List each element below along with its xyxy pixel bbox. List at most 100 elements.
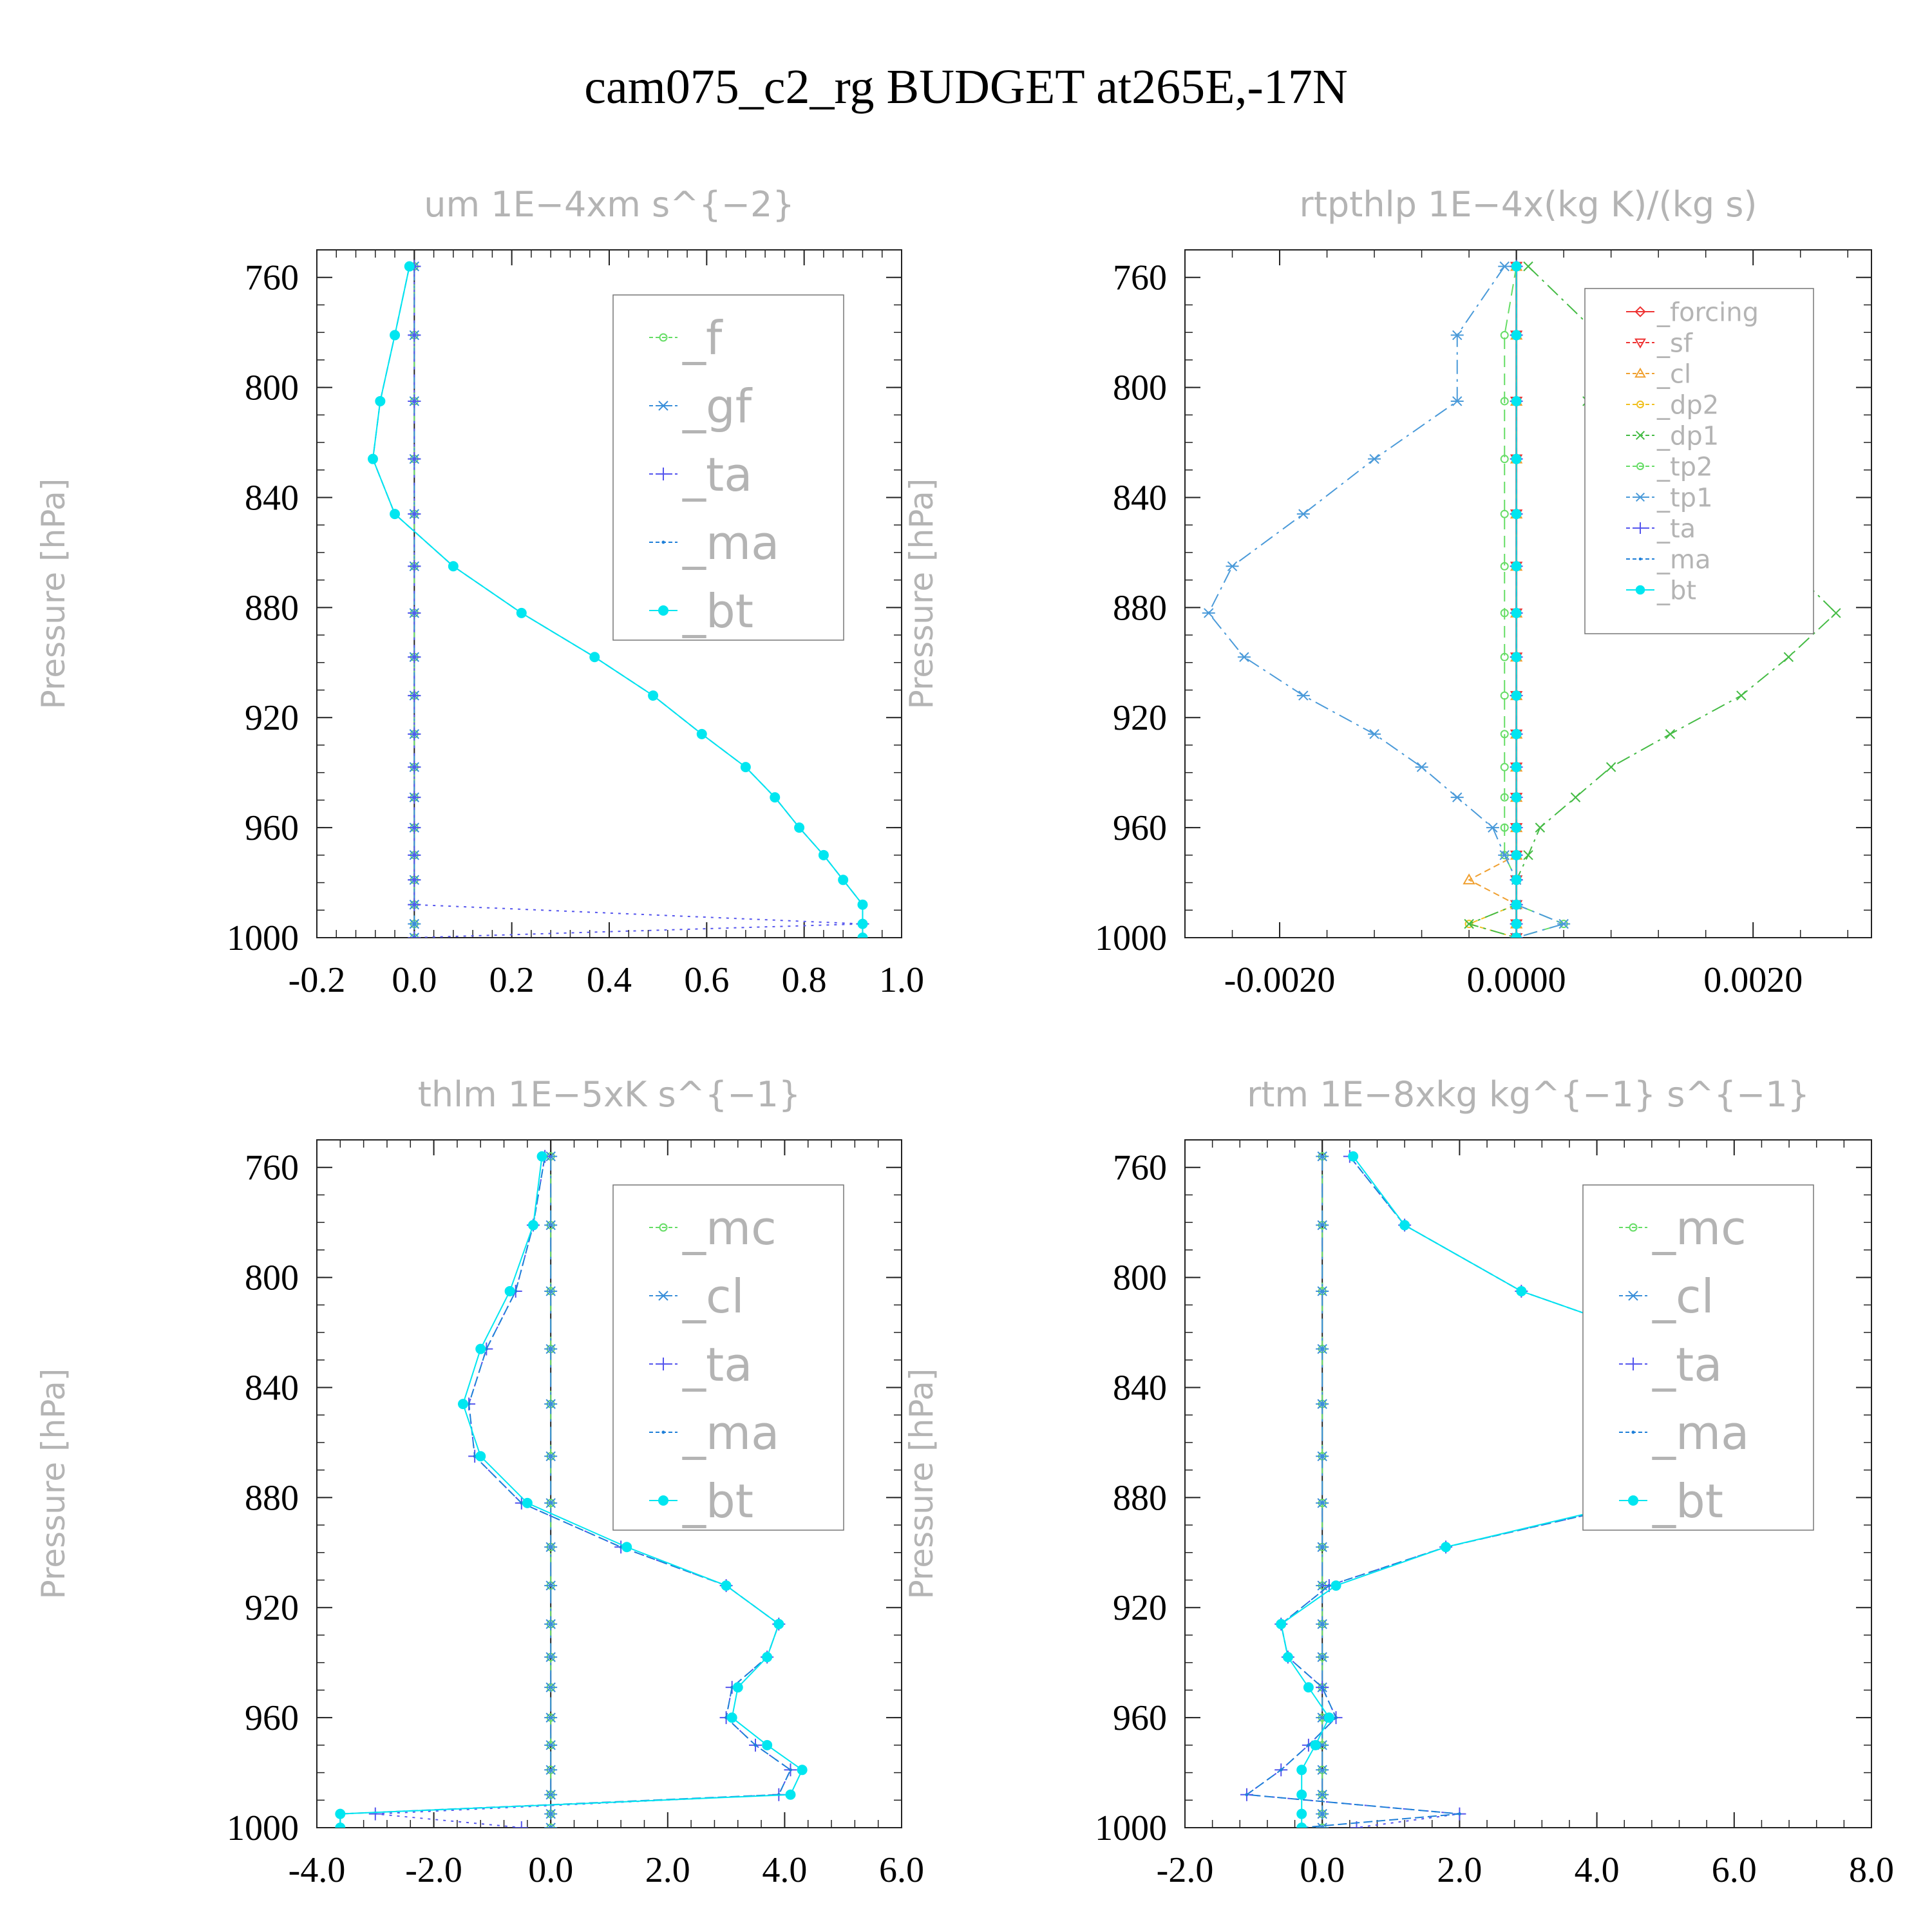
data-point (1303, 1682, 1314, 1693)
data-point (1511, 395, 1522, 406)
legend-marker (1635, 585, 1645, 595)
y-axis-label: Pressure [hPa] (903, 1368, 940, 1600)
chart-panel-1: um 1E−4xm s^{−2} Pressure [hPa] 760 800 840 8… (35, 184, 924, 1000)
legend-marker (657, 401, 670, 411)
data-point (1500, 509, 1509, 518)
x-tick-label: 0.2 (489, 960, 535, 1000)
data-point (1296, 690, 1310, 701)
data-point (544, 1451, 558, 1461)
y-tick-label: 880 (1113, 588, 1167, 628)
data-point (1511, 509, 1522, 520)
data-point (1511, 561, 1522, 572)
data-point (408, 606, 421, 620)
x-tick-label: 4.0 (1575, 1850, 1620, 1890)
data-point (404, 261, 415, 272)
data-point (1511, 849, 1522, 860)
data-point (1511, 652, 1522, 663)
legend-marker (1634, 522, 1646, 534)
y-tick-label: 840 (245, 478, 299, 518)
data-point (1498, 850, 1511, 860)
legend-entry: _cl (649, 1269, 744, 1323)
data-point (1783, 652, 1794, 662)
data-point (1245, 1793, 1249, 1797)
legend-entry: _ta (1619, 1338, 1722, 1392)
plot-frame (316, 1139, 902, 1828)
legend-box (612, 1184, 844, 1531)
data-point (1316, 1498, 1329, 1508)
legend-marker (657, 468, 670, 480)
data-point (648, 690, 659, 701)
series-bt (1511, 261, 1522, 938)
series-cl (1316, 1151, 1329, 1828)
data-point (773, 1618, 784, 1629)
data-point (544, 1542, 558, 1552)
data-point (1464, 920, 1473, 929)
legend-label: _bt (1656, 576, 1696, 605)
data-point (1331, 1580, 1341, 1591)
y-tick-label: 840 (1113, 1368, 1167, 1408)
legend-marker (658, 605, 668, 616)
y-tick-label: 1000 (227, 1808, 299, 1848)
data-point (1500, 730, 1509, 739)
data-point (544, 1286, 558, 1296)
legend-entry: _cl (1619, 1269, 1714, 1323)
data-point (785, 1789, 796, 1800)
legend-label: _gf (682, 379, 753, 433)
data-point (762, 1739, 773, 1750)
data-point (408, 689, 421, 703)
legend-entry: _cl (1626, 359, 1691, 389)
y-tick-label: 800 (1113, 1258, 1167, 1298)
legend-marker (661, 540, 665, 544)
legend-entry: _ma (649, 1406, 779, 1460)
data-point (390, 330, 401, 341)
legend-entry: _dp2 (1626, 390, 1719, 420)
series-line (413, 266, 863, 938)
x-tick-label: 0.0 (1300, 1850, 1345, 1890)
series-line (1467, 266, 1517, 938)
figure-title: cam075_c2_rg BUDGET at265E,-17N (584, 60, 1348, 114)
legend-label: _ma (682, 516, 779, 570)
data-point (1316, 1451, 1329, 1461)
data-point (544, 1343, 558, 1354)
chart-panel-2: rtpthlp 1E−4x(kg K)/(kg s) Pressure [hPa]… (903, 184, 1872, 1000)
data-point (408, 761, 421, 774)
data-point (368, 453, 379, 464)
data-point (1316, 1823, 1329, 1828)
data-point (1511, 762, 1522, 773)
legend-entry: _bt (649, 1474, 753, 1528)
data-point (857, 899, 868, 910)
data-point (408, 873, 421, 887)
chart-panel-3: thlm 1E−5xK s^{−1} Pressure [hPa] 760 800 84… (35, 1074, 924, 1890)
series-line (1504, 266, 1566, 938)
legend-marker (661, 1430, 665, 1434)
legend-marker (1627, 1358, 1640, 1370)
data-point (544, 1790, 558, 1800)
data-point (1511, 453, 1522, 464)
data-point (1327, 1584, 1331, 1587)
data-point (788, 1768, 792, 1772)
data-point (1296, 1789, 1307, 1800)
data-point (1296, 1808, 1307, 1819)
data-point (1511, 792, 1522, 803)
data-point (1348, 1151, 1359, 1162)
y-tick-label: 920 (245, 1588, 299, 1628)
data-point (1511, 822, 1522, 833)
x-tick-label: 0.0000 (1467, 960, 1566, 1000)
data-point (536, 1151, 547, 1162)
legend-entry: _ta (1626, 514, 1696, 544)
data-point (1310, 1739, 1321, 1750)
legend-marker (1634, 492, 1646, 502)
data-point (1202, 608, 1215, 618)
data-point (1296, 1765, 1307, 1776)
data-point (1500, 455, 1509, 464)
data-point (1320, 1685, 1324, 1689)
data-point (408, 848, 421, 862)
y-tick-label: 960 (1113, 808, 1167, 848)
data-point (544, 1619, 558, 1629)
data-point (1511, 330, 1522, 341)
data-point (1500, 793, 1509, 802)
legend-label: _sf (1656, 328, 1693, 358)
x-tick-label: 2.0 (645, 1850, 690, 1890)
legend-label: _dp1 (1656, 421, 1719, 451)
data-point (1457, 1812, 1461, 1816)
